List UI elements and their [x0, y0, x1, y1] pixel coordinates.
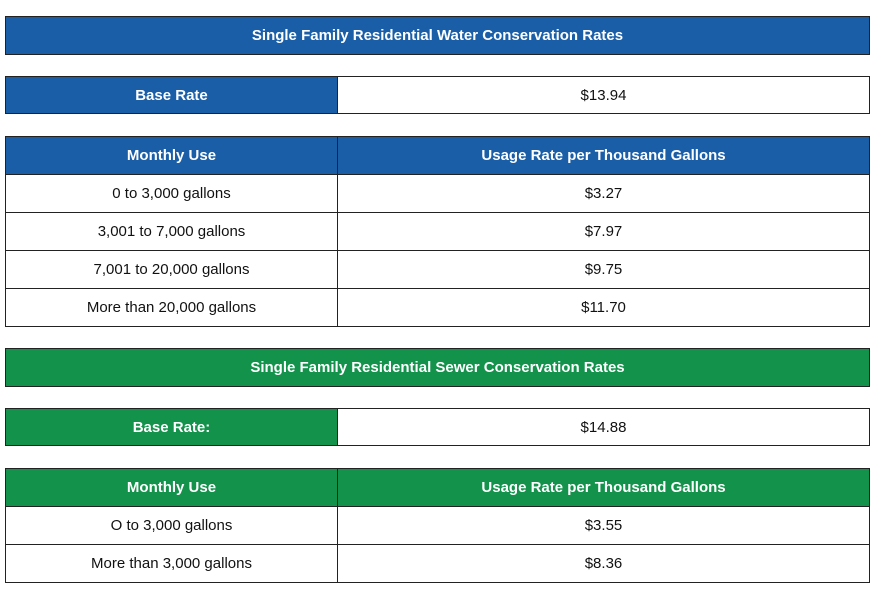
base-rate-label: Base Rate: — [5, 408, 338, 446]
rate-cell: $7.97 — [337, 212, 870, 251]
rate-cell: $3.27 — [337, 174, 870, 213]
use-cell: O to 3,000 gallons — [5, 506, 338, 545]
section-title: Single Family Residential Sewer Conserva… — [5, 348, 870, 387]
use-cell: 0 to 3,000 gallons — [5, 174, 338, 213]
use-cell: 7,001 to 20,000 gallons — [5, 250, 338, 289]
use-cell: More than 20,000 gallons — [5, 288, 338, 327]
base-rate-value: $14.88 — [337, 408, 870, 446]
header-cell: Monthly Use — [5, 136, 338, 175]
section-title: Single Family Residential Water Conserva… — [5, 16, 870, 55]
rate-cell: $9.75 — [337, 250, 870, 289]
base-rate-value: $13.94 — [337, 76, 870, 114]
header-cell: Usage Rate per Thousand Gallons — [337, 468, 870, 507]
use-cell: More than 3,000 gallons — [5, 544, 338, 583]
header-cell: Usage Rate per Thousand Gallons — [337, 136, 870, 175]
header-cell: Monthly Use — [5, 468, 338, 507]
rate-cell: $8.36 — [337, 544, 870, 583]
use-cell: 3,001 to 7,000 gallons — [5, 212, 338, 251]
rate-cell: $3.55 — [337, 506, 870, 545]
base-rate-label: Base Rate — [5, 76, 338, 114]
rate-cell: $11.70 — [337, 288, 870, 327]
